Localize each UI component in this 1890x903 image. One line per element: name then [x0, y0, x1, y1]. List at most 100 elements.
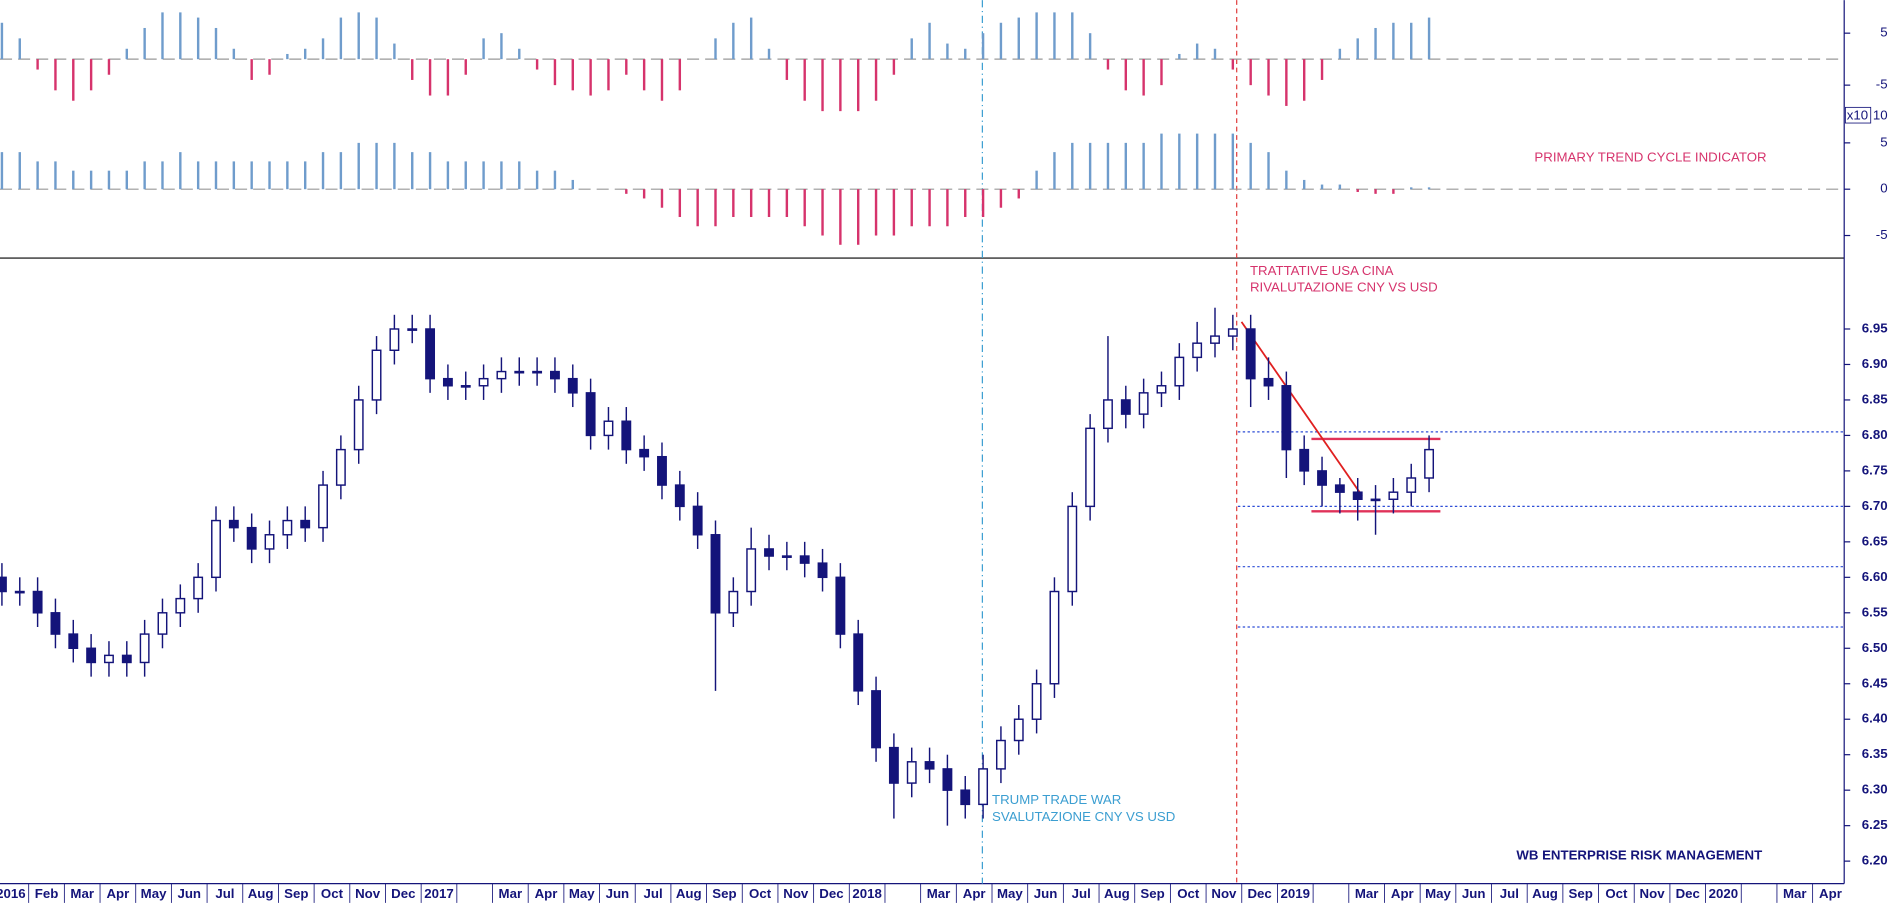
candle-body [960, 789, 971, 806]
y-tick-label: 6.30 [1862, 782, 1888, 797]
candle-body [121, 654, 132, 664]
candle-body [175, 597, 186, 614]
y-tick-label: 6.90 [1862, 356, 1888, 371]
scale-note: x10 [1847, 107, 1868, 122]
x-tick-label: Oct [321, 886, 344, 901]
x-tick-label: Nov [1211, 886, 1237, 901]
x-tick-label: Jul [1500, 886, 1519, 901]
x-tick-label: 2016 [0, 886, 26, 901]
candle-body [585, 392, 596, 437]
candle-body [104, 654, 114, 664]
candle-body [835, 576, 846, 635]
y-tick-label: 6.25 [1862, 817, 1888, 832]
candle-body [1299, 448, 1310, 472]
x-tick-label: Nov [783, 886, 809, 901]
y-tick-label: 6.45 [1862, 675, 1888, 690]
candle-body [14, 590, 25, 594]
candle-body [407, 328, 418, 331]
y-tick-label: 6.70 [1862, 498, 1888, 513]
candle-body [1334, 484, 1345, 493]
x-tick-label: Jul [1072, 886, 1091, 901]
candle-body [1192, 342, 1203, 359]
candle-body [1210, 335, 1220, 344]
candle-body [371, 349, 382, 401]
candle-body [1031, 683, 1042, 720]
candle-body [1317, 470, 1327, 486]
x-tick-label: May [997, 886, 1023, 901]
candle-body [1174, 356, 1185, 387]
y-tick-label: 6.80 [1862, 427, 1888, 442]
candle-body [86, 647, 97, 664]
candle-body [246, 526, 257, 550]
x-tick-label: Oct [1177, 886, 1200, 901]
y-tick-label: -5 [1876, 227, 1888, 242]
annotation: TRATTATIVE USA CINA [1250, 263, 1394, 278]
x-tick-label: Nov [355, 886, 381, 901]
candle-body [1138, 392, 1149, 415]
candle-body [0, 576, 7, 593]
candle-body [728, 590, 739, 614]
y-tick-label: 6.95 [1862, 320, 1888, 335]
candle-body [460, 385, 471, 388]
candle-body [478, 377, 489, 387]
candle-body [335, 448, 346, 486]
candle-body [1388, 491, 1399, 500]
candle-body [567, 377, 578, 394]
candle-body [799, 555, 810, 564]
candle-body [32, 590, 43, 614]
x-tick-label: Mar [1355, 886, 1379, 901]
candle-body [389, 328, 400, 352]
candle-body [639, 448, 650, 458]
candle-body [228, 519, 239, 529]
candle-body [1227, 328, 1238, 337]
candle-body [674, 484, 685, 508]
annotation: SVALUTAZIONE CNY VS USD [992, 809, 1175, 824]
candle-body [603, 420, 614, 437]
candle-body [764, 548, 774, 557]
candle-body [425, 328, 436, 380]
x-tick-label: Aug [676, 886, 702, 901]
candle-body [1120, 399, 1131, 415]
y-tick-label: -5 [1876, 77, 1888, 92]
candle-body [924, 761, 935, 770]
x-tick-label: Mar [927, 886, 951, 901]
y-tick-label: 6.75 [1862, 462, 1888, 477]
x-tick-label: Apr [963, 886, 986, 901]
y-tick-label: 6.20 [1862, 853, 1888, 868]
x-tick-label: Mar [70, 886, 94, 901]
candle-body [888, 746, 899, 784]
candle-body [1067, 505, 1078, 593]
y-tick-label: 6.55 [1862, 604, 1888, 619]
candle-body [781, 555, 792, 558]
x-tick-label: Sep [1140, 886, 1164, 901]
candle-body [906, 761, 917, 784]
x-tick-label: May [1425, 886, 1451, 901]
candle-body [692, 505, 703, 536]
scale-note: 10 [1873, 107, 1888, 122]
x-tick-label: Oct [749, 886, 772, 901]
x-tick-label: Apr [1391, 886, 1414, 901]
x-tick-label: Jun [606, 886, 630, 901]
candle-body [1049, 590, 1060, 685]
candle-body [300, 519, 311, 529]
x-tick-label: Jul [215, 886, 234, 901]
candle-body [710, 534, 721, 614]
candle-body [1406, 477, 1417, 493]
candle-body [1245, 328, 1256, 380]
candle-body [871, 690, 881, 749]
candle-body [264, 534, 275, 550]
candle-body [353, 399, 364, 451]
candle-body [514, 370, 525, 374]
y-tick-label: 6.35 [1862, 746, 1888, 761]
candle-body [853, 633, 864, 692]
candle-body [1263, 377, 1274, 387]
candle-body [157, 612, 168, 635]
x-tick-label: Jul [643, 886, 662, 901]
candle-body [657, 455, 667, 486]
x-tick-label: May [569, 886, 595, 901]
candle-body [1085, 427, 1096, 508]
y-tick-label: 6.65 [1862, 533, 1888, 548]
trend-line [1240, 321, 1363, 497]
x-tick-label: Nov [1640, 886, 1666, 901]
x-tick-label: Apr [106, 886, 129, 901]
